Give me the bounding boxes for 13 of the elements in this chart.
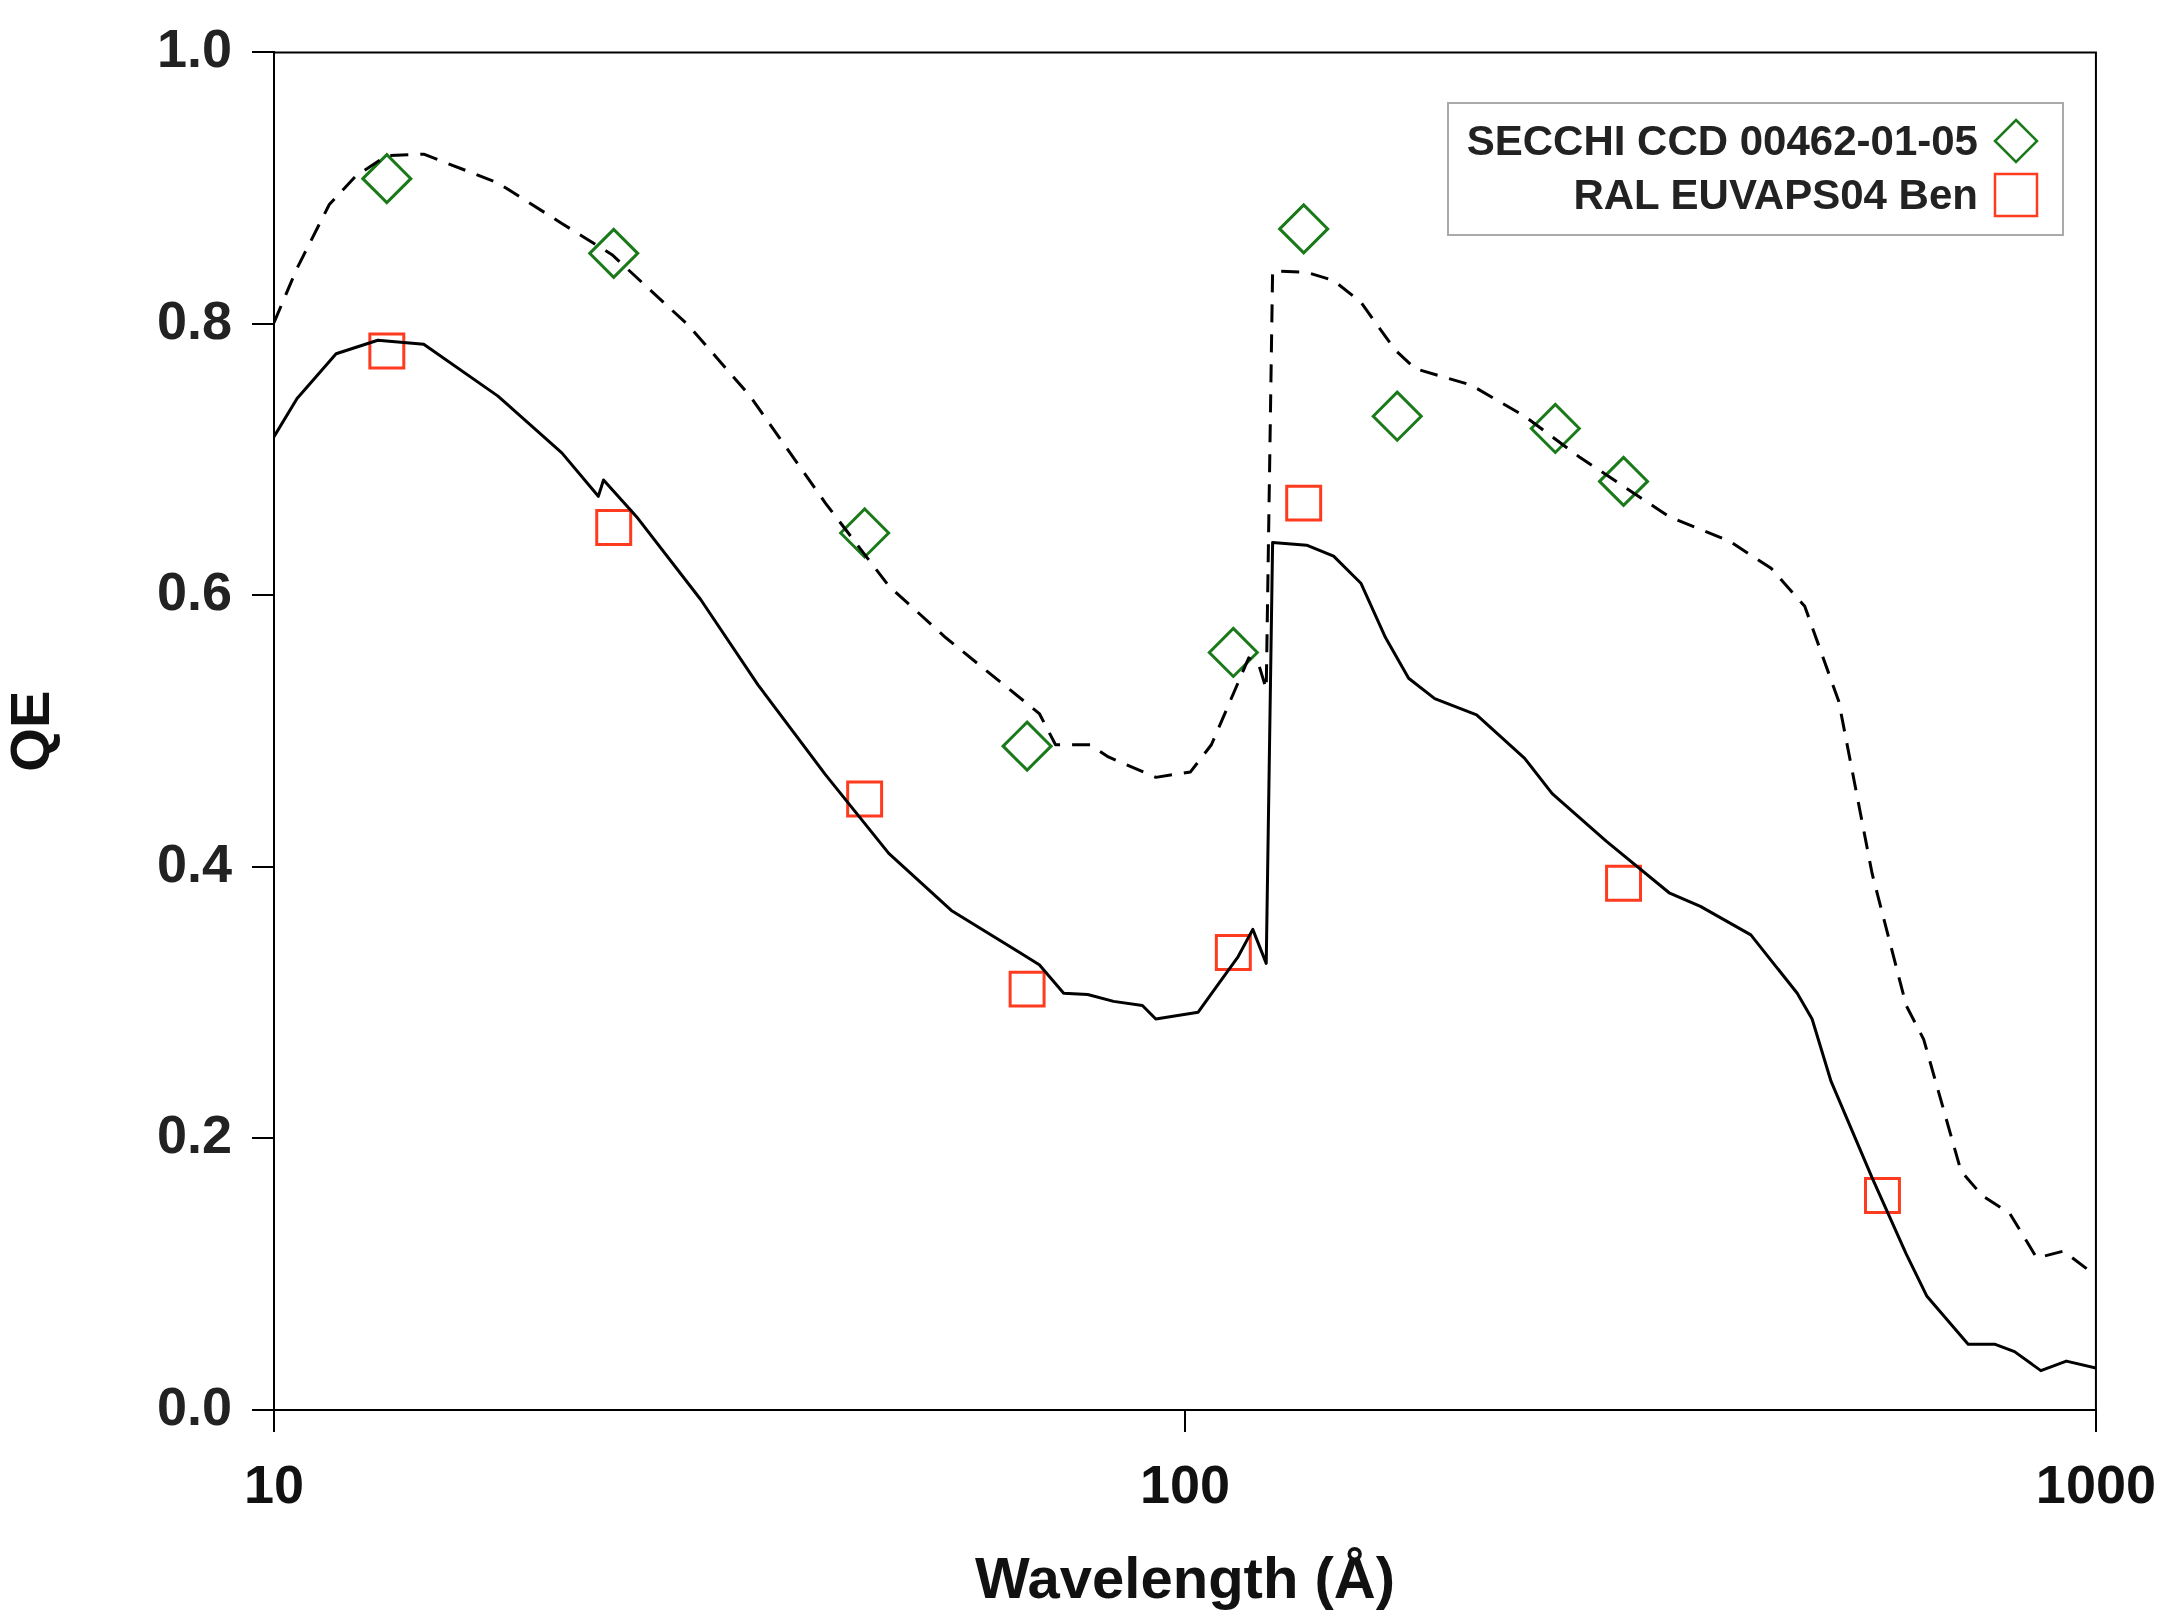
y-tick-label: 0.6	[156, 561, 232, 622]
x-axis-title: Wavelength (Å)	[974, 1545, 1395, 1611]
legend-label: SECCHI CCD 00462-01-05	[1466, 117, 1978, 166]
y-tick-label: 0.8	[156, 289, 232, 350]
y-tick-label: 0.0	[156, 1375, 232, 1436]
x-tick-label: 1000	[2035, 1454, 2157, 1515]
x-tick-label: 100	[1139, 1454, 1231, 1515]
y-tick-label: 0.4	[156, 832, 232, 893]
legend-label: RAL EUVAPS04 Ben	[1573, 171, 1978, 220]
y-tick-label: 1.0	[156, 18, 232, 79]
y-tick-label: 0.2	[156, 1104, 232, 1165]
x-tick-label: 10	[243, 1454, 305, 1515]
y-axis-title: QE	[0, 690, 62, 772]
